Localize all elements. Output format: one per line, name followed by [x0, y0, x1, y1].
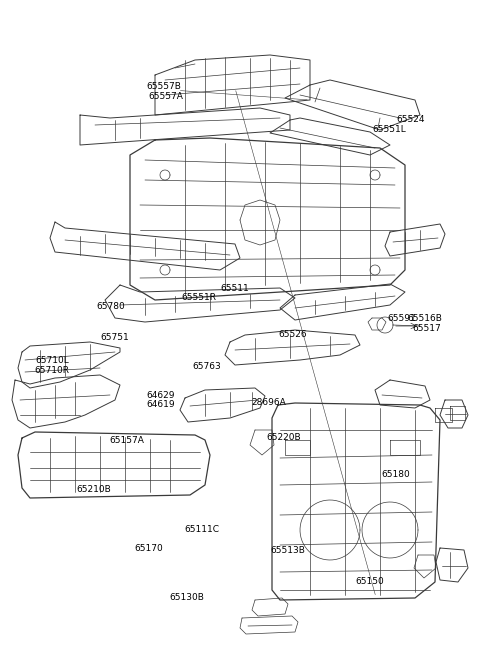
- Text: 65180: 65180: [382, 470, 410, 479]
- Text: 65551R: 65551R: [182, 293, 216, 302]
- Text: 65513B: 65513B: [271, 546, 305, 555]
- Text: 65710L: 65710L: [35, 356, 69, 365]
- Text: 28696A: 28696A: [252, 398, 286, 407]
- Text: 65551L: 65551L: [372, 125, 406, 134]
- Text: 65751: 65751: [101, 333, 130, 343]
- Text: 65111C: 65111C: [184, 525, 219, 534]
- Text: 65557A: 65557A: [148, 92, 183, 102]
- Text: 65157A: 65157A: [110, 436, 144, 445]
- Text: 65526: 65526: [278, 329, 307, 339]
- Text: 65710R: 65710R: [35, 365, 69, 375]
- Text: 65511: 65511: [221, 284, 250, 293]
- Text: 65763: 65763: [192, 362, 221, 371]
- Text: 65150: 65150: [355, 577, 384, 586]
- Text: 65220B: 65220B: [266, 433, 300, 442]
- Text: 65210B: 65210B: [76, 485, 111, 495]
- Text: 65524: 65524: [396, 115, 425, 124]
- Text: 65557B: 65557B: [147, 82, 181, 91]
- Text: 65516B: 65516B: [408, 314, 442, 323]
- Text: 65591: 65591: [388, 314, 417, 323]
- Text: 64619: 64619: [146, 400, 175, 409]
- Text: 64629: 64629: [147, 391, 175, 400]
- Text: 65780: 65780: [96, 302, 125, 311]
- Text: 65517: 65517: [413, 324, 442, 333]
- Text: 65170: 65170: [134, 544, 163, 553]
- Text: 65130B: 65130B: [170, 593, 204, 602]
